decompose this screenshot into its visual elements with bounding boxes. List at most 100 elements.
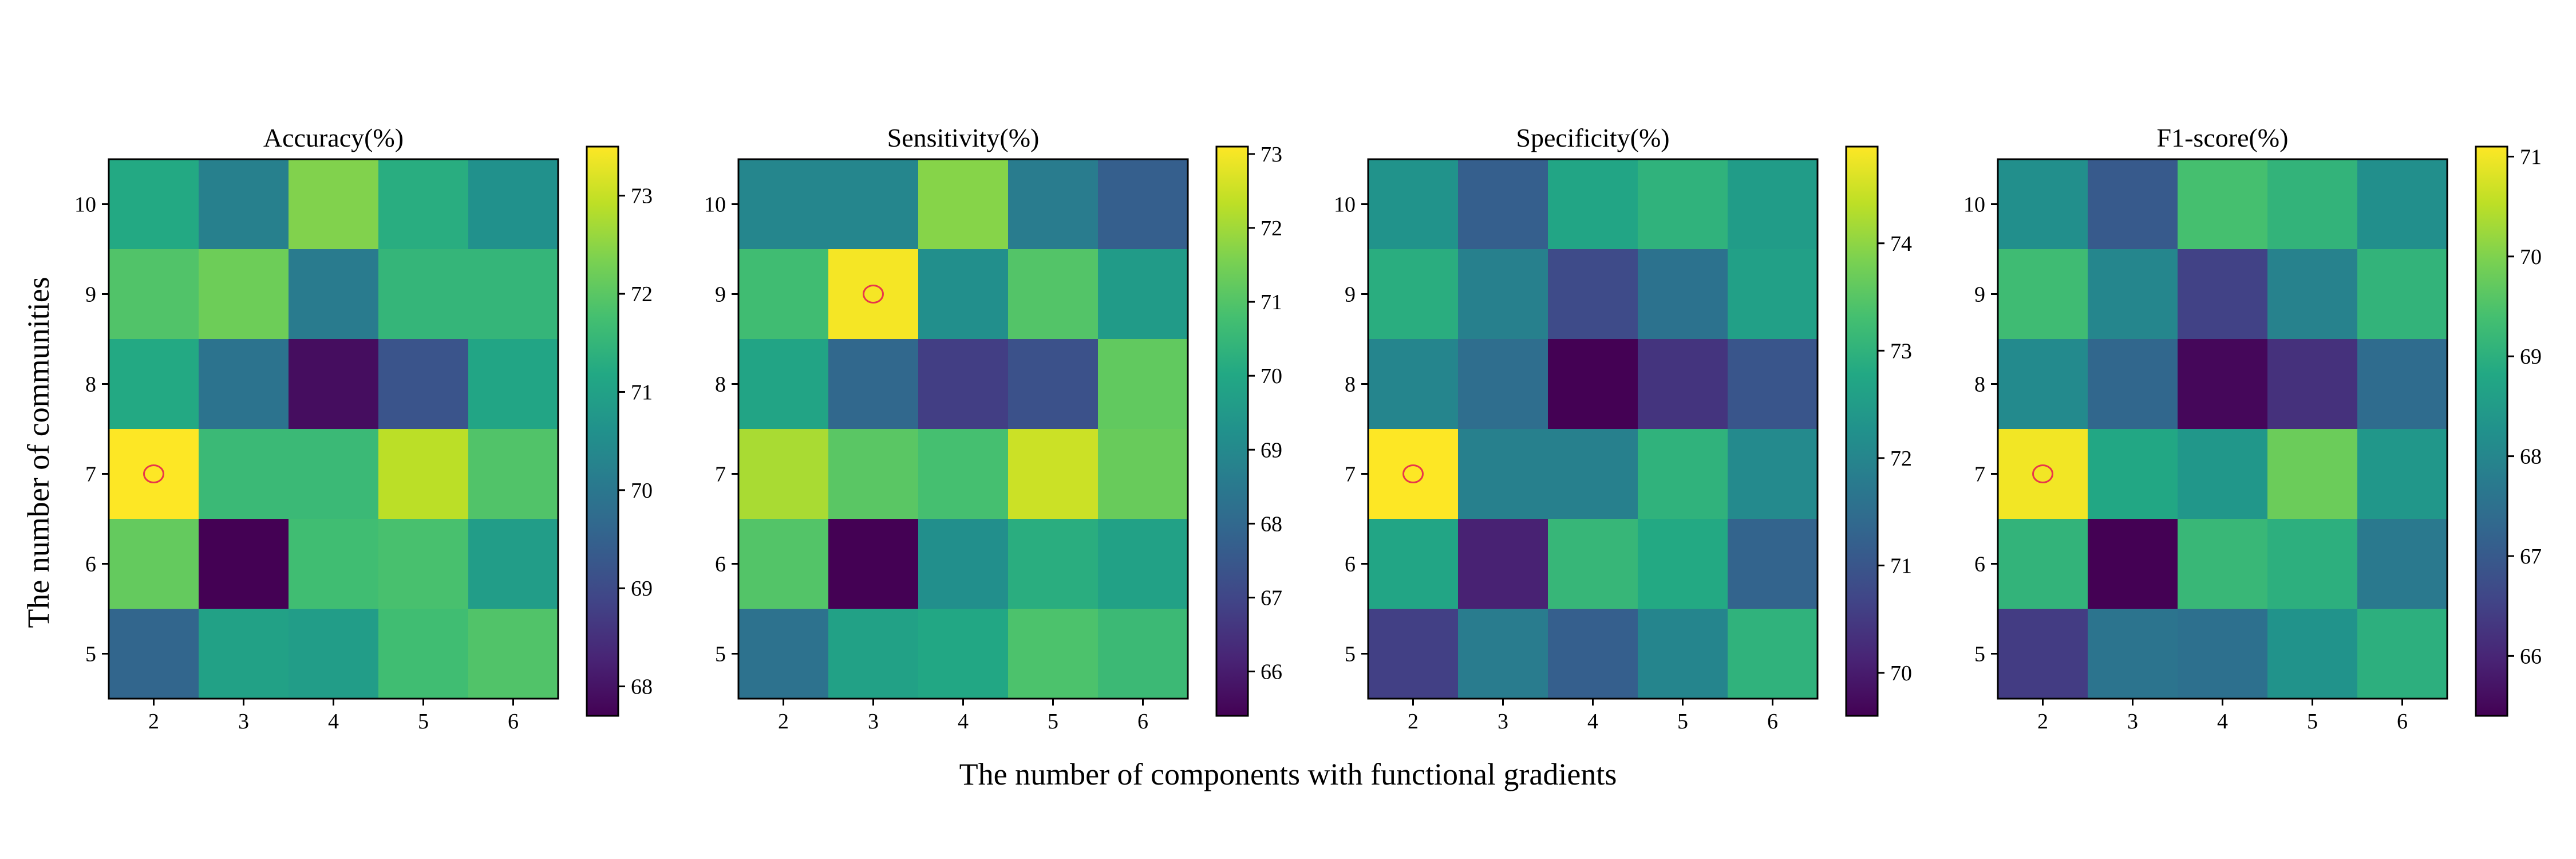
colorbar-tick-label: 72 bbox=[631, 282, 653, 306]
colorbar-tick-label: 68 bbox=[2520, 445, 2542, 469]
heatmap-cell bbox=[1548, 429, 1638, 519]
heatmap-cell bbox=[109, 609, 199, 699]
panel-title: Sensitivity(%) bbox=[887, 123, 1040, 152]
colorbar-tick-label: 71 bbox=[1890, 554, 1912, 578]
heatmap-cell bbox=[1458, 159, 1548, 250]
heatmap-cell bbox=[1998, 159, 2088, 250]
heatmap-cell bbox=[468, 609, 559, 699]
colorbar-tick-label: 70 bbox=[2520, 245, 2542, 269]
heatmap-cell bbox=[2088, 519, 2178, 609]
heatmap-cell bbox=[828, 429, 919, 519]
heatmap-cell bbox=[2357, 159, 2448, 250]
heatmap-cell bbox=[468, 159, 559, 250]
y-tick-label: 5 bbox=[715, 643, 726, 667]
y-tick-label: 6 bbox=[85, 553, 96, 577]
heatmap-cell bbox=[109, 339, 199, 430]
x-tick-label: 2 bbox=[778, 710, 789, 734]
heatmap-cell bbox=[289, 429, 379, 519]
heatmap-cell bbox=[1008, 429, 1099, 519]
y-tick-label: 9 bbox=[1974, 283, 1985, 307]
heatmap-cell bbox=[2357, 429, 2448, 519]
heatmap-cell bbox=[378, 519, 469, 609]
heatmap-cell bbox=[918, 519, 1009, 609]
heatmap-cell bbox=[828, 519, 919, 609]
colorbar-tick-label: 66 bbox=[1261, 660, 1282, 684]
colorbar-frame bbox=[1845, 145, 1879, 717]
heatmap-cell bbox=[2267, 429, 2358, 519]
heatmap-cell bbox=[1638, 159, 1728, 250]
colorbar-tick-label: 68 bbox=[631, 675, 653, 699]
panel-title: Specificity(%) bbox=[1516, 123, 1669, 152]
heatmap-cell bbox=[1098, 519, 1188, 609]
x-tick-label: 6 bbox=[1137, 710, 1148, 734]
heatmap-cell bbox=[2357, 609, 2448, 699]
colorbar-tick-label: 71 bbox=[1261, 290, 1282, 314]
heatmap-cell bbox=[1008, 249, 1099, 340]
heatmap-cell bbox=[289, 339, 379, 430]
heatmap-cell bbox=[2178, 429, 2268, 519]
heatmap-cell bbox=[1368, 519, 1459, 609]
colorbar-tick-label: 71 bbox=[631, 380, 653, 404]
best-marker bbox=[1402, 464, 1424, 483]
heatmap-cell bbox=[1368, 429, 1459, 519]
heatmap-cell bbox=[199, 429, 289, 519]
colorbar-tick-label: 70 bbox=[1261, 364, 1282, 388]
best-marker bbox=[143, 464, 164, 483]
x-tick-label: 4 bbox=[958, 710, 969, 734]
heatmap-cell bbox=[1098, 339, 1188, 430]
heatmap-cell bbox=[289, 249, 379, 340]
heatmap-cell bbox=[1098, 249, 1188, 340]
heatmap-cell bbox=[2088, 249, 2178, 340]
colorbar-frame bbox=[2475, 145, 2508, 717]
heatmap-cell bbox=[468, 429, 559, 519]
heatmap-cell bbox=[1548, 609, 1638, 699]
heatmap-cell bbox=[2178, 339, 2268, 430]
colorbar-tick-label: 67 bbox=[2520, 545, 2542, 569]
heatmap-cell bbox=[1998, 339, 2088, 430]
y-tick-label: 8 bbox=[85, 373, 96, 397]
heatmap-cell bbox=[2088, 339, 2178, 430]
heatmap-cell bbox=[918, 159, 1009, 250]
heatmap-cell bbox=[1098, 609, 1188, 699]
heatmap-cell bbox=[199, 609, 289, 699]
heatmap-cell bbox=[1638, 429, 1728, 519]
heatmap-cell bbox=[378, 339, 469, 430]
heatmap-cell bbox=[1368, 159, 1459, 250]
heatmap-cell bbox=[1998, 609, 2088, 699]
heatmap-cell bbox=[2178, 609, 2268, 699]
x-tick-label: 2 bbox=[1408, 710, 1419, 734]
colorbar-tick-label: 73 bbox=[1261, 143, 1282, 167]
heatmap-cell bbox=[468, 519, 559, 609]
heatmap-cell bbox=[468, 249, 559, 340]
heatmap-cell bbox=[2357, 249, 2448, 340]
y-tick-label: 7 bbox=[1974, 463, 1985, 487]
heatmap-cell bbox=[1638, 249, 1728, 340]
y-tick-label: 8 bbox=[715, 373, 726, 397]
heatmap-cell bbox=[828, 159, 919, 250]
heatmap-cell bbox=[1728, 519, 1818, 609]
y-tick-label: 10 bbox=[1334, 193, 1356, 217]
heatmap-cell bbox=[1638, 339, 1728, 430]
heatmap-cell bbox=[1998, 249, 2088, 340]
y-tick-label: 10 bbox=[1963, 193, 1985, 217]
x-tick-label: 6 bbox=[1767, 710, 1778, 734]
x-tick-label: 3 bbox=[1498, 710, 1508, 734]
heatmap-cell bbox=[109, 159, 199, 250]
heatmap-cell bbox=[2178, 159, 2268, 250]
y-tick-label: 6 bbox=[1974, 553, 1985, 577]
y-tick-label: 9 bbox=[715, 283, 726, 307]
heatmap-cell bbox=[1458, 519, 1548, 609]
y-tick-label: 5 bbox=[1345, 643, 1356, 667]
heatmap-cell bbox=[2267, 159, 2358, 250]
heatmap-cell bbox=[2267, 519, 2358, 609]
heatmap-cell bbox=[1728, 609, 1818, 699]
heatmap-cell bbox=[738, 429, 829, 519]
y-tick-label: 7 bbox=[1345, 463, 1356, 487]
colorbar-tick-label: 69 bbox=[2520, 345, 2542, 369]
colorbar-tick-label: 70 bbox=[631, 479, 653, 503]
x-tick-label: 5 bbox=[2307, 710, 2318, 734]
heatmap-cell bbox=[1098, 429, 1188, 519]
heatmap-cell bbox=[378, 429, 469, 519]
x-tick-label: 6 bbox=[2397, 710, 2408, 734]
